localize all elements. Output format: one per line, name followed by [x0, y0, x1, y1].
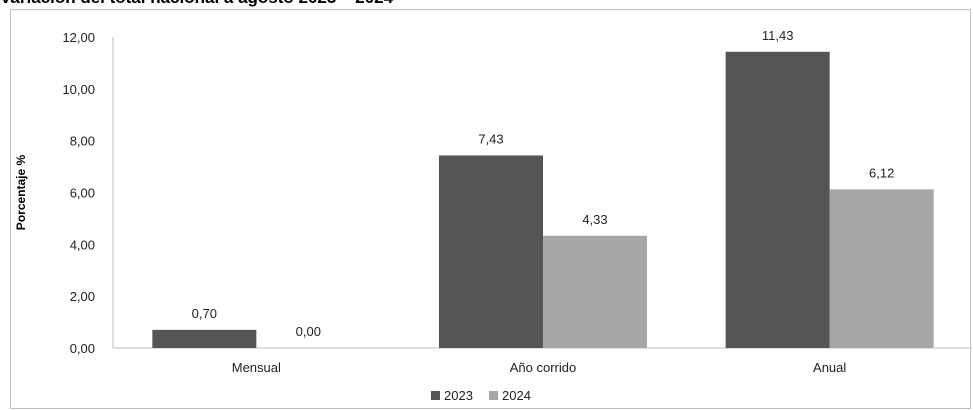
bar-2023-0: [152, 329, 257, 348]
legend-label-2024: 2024: [502, 388, 531, 403]
x-tick-label: Mensual: [232, 360, 281, 375]
legend-swatch-2024: [489, 391, 498, 400]
data-label: 7,43: [478, 131, 503, 146]
y-tick-label: 0,00: [70, 341, 95, 356]
y-axis-title: Porcentaje %: [14, 154, 28, 230]
y-tick-label: 12,00: [62, 30, 95, 45]
bar-chart: 0,00 2,00 4,00 6,00 8,00 10,00 12,00 Porcentaje…: [14, 28, 972, 403]
y-tick-label: 6,00: [70, 186, 95, 201]
y-tick-label: 8,00: [70, 134, 95, 149]
data-label: 0,70: [192, 306, 217, 321]
bar-2023-2: [725, 51, 830, 349]
chart-bars: [152, 51, 934, 349]
bar-2024-2: [829, 189, 934, 348]
x-tick-label: Anual: [813, 360, 846, 375]
bar-2024-1: [543, 235, 647, 348]
x-tick-label: Año corrido: [510, 360, 576, 375]
chart-axes: 0,00 2,00 4,00 6,00 8,00 10,00 12,00 Porcentaje…: [14, 30, 972, 375]
y-tick-label: 10,00: [62, 82, 95, 97]
data-label: 0,00: [296, 324, 321, 339]
chart-legend: 2023 2024: [431, 388, 531, 403]
page-title: Variación del total nacional a agosto 20…: [0, 0, 973, 8]
data-label: 4,33: [582, 212, 607, 227]
y-tick-label: 4,00: [70, 237, 95, 252]
legend-swatch-2023: [431, 391, 440, 400]
chart-data-labels: 0,70 0,00 7,43 4,33 11,43 6,12: [192, 28, 895, 339]
legend-label-2023: 2023: [444, 388, 473, 403]
data-label: 6,12: [869, 165, 894, 180]
y-tick-label: 2,00: [70, 289, 95, 304]
chart-frame: 0,00 2,00 4,00 6,00 8,00 10,00 12,00 Porcentaje…: [10, 9, 972, 409]
data-label: 11,43: [762, 28, 794, 43]
bar-2023-1: [439, 155, 543, 348]
